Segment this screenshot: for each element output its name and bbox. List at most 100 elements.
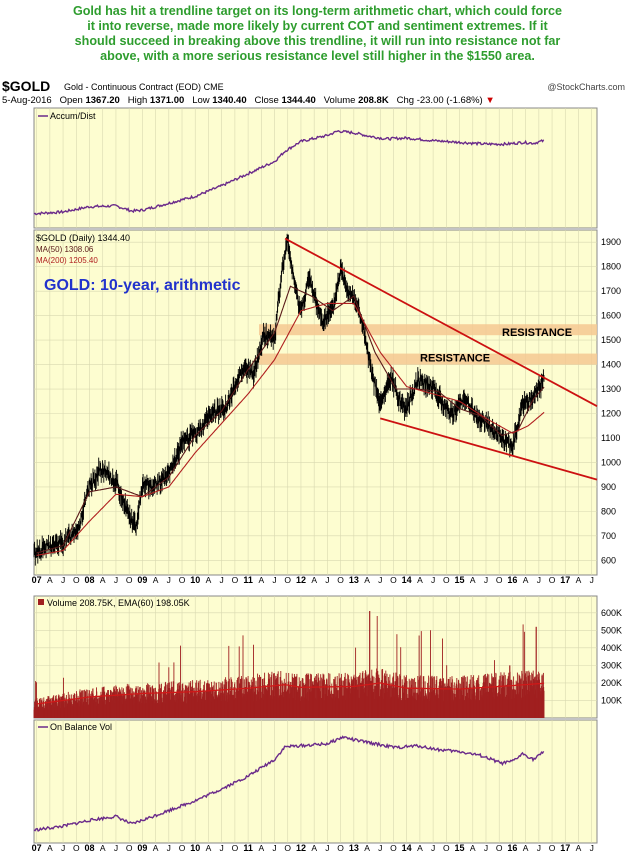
caption-line: Gold has hit a trendline target on its l… [72, 4, 563, 18]
trendline [380, 417, 598, 481]
chart-header: $GOLD Gold - Continuous Contract (EOD) C… [0, 78, 635, 108]
y-tick-label: 400K [601, 643, 622, 653]
x-tick-label: O [549, 575, 556, 585]
resistance-label: RESISTANCE [502, 327, 572, 339]
y-tick-label: 900 [601, 482, 616, 492]
y-tick-label: 700 [601, 531, 616, 541]
y-tick-label: 1200 [601, 409, 621, 419]
ma50-line [36, 285, 545, 554]
y-tick-label: 800 [601, 506, 616, 516]
x-tick-label: 12 [296, 575, 306, 585]
x-tick-label: A [258, 843, 264, 853]
y-tick-label: 1100 [601, 433, 620, 443]
x-tick-label: O [232, 843, 239, 853]
x-tick-label: O [443, 575, 450, 585]
x-tick-label: 17 [560, 843, 570, 853]
x-tick-label: 13 [349, 575, 359, 585]
x-tick-label: A [576, 843, 582, 853]
obv-panel [33, 719, 598, 844]
trendline [284, 237, 598, 407]
x-tick-label: J [220, 575, 224, 585]
x-tick-label: J [484, 843, 488, 853]
x-tick-label: O [390, 843, 397, 853]
x-tick-label: 15 [455, 843, 465, 853]
x-tick-label: A [417, 575, 423, 585]
close-label: Close [254, 95, 279, 106]
x-tick-label: J [61, 575, 65, 585]
x-tick-label: J [272, 843, 276, 853]
x-tick-label: A [523, 575, 529, 585]
resistance-band [259, 353, 597, 365]
price-close-line [33, 238, 545, 557]
caption-line: should succeed in breaking above this tr… [74, 34, 561, 48]
ma50-legend: MA(50) 1308.06 [36, 245, 94, 254]
x-tick-label: O [390, 575, 397, 585]
quote-date: 5-Aug-2016 [2, 95, 52, 106]
ma200-legend: MA(200) 1205.40 [36, 256, 98, 265]
y-tick-label: 600 [601, 555, 616, 565]
ma200-line [36, 302, 545, 556]
x-tick-label: 12 [296, 843, 306, 853]
chg-value: -23.00 (-1.68%) [416, 95, 483, 106]
down-arrow-icon: ▼ [485, 95, 495, 106]
y-tick-label: 1900 [601, 237, 621, 247]
x-tick-label: A [258, 575, 264, 585]
x-tick-label: 14 [402, 843, 412, 853]
volume-value: 208.8K [358, 95, 389, 106]
chart-caption: Gold has hit a trendline target on its l… [8, 4, 627, 64]
x-tick-label: A [470, 843, 476, 853]
y-tick-label: 1700 [601, 286, 621, 296]
open-value: 1367.20 [85, 95, 120, 106]
x-tick-label: J [167, 575, 171, 585]
low-value: 1340.40 [212, 95, 247, 106]
x-tick-label: O [232, 575, 239, 585]
y-tick-label: 1600 [601, 311, 621, 321]
x-tick-label: A [206, 843, 212, 853]
caption-line: it into reverse, made more likely by cur… [87, 19, 548, 33]
x-tick-label: J [537, 575, 541, 585]
x-tick-label: A [523, 843, 529, 853]
volume-legend: Volume 208.75K, EMA(60) 198.05K [47, 598, 190, 608]
volume-label: Volume [323, 95, 356, 106]
x-tick-label: 15 [455, 575, 465, 585]
x-tick-label: A [470, 575, 476, 585]
x-tick-label: O [179, 843, 186, 853]
x-tick-label: 14 [402, 575, 412, 585]
y-tick-label: 1800 [601, 262, 621, 272]
volume-ema-line [36, 682, 545, 705]
x-tick-label: J [272, 575, 276, 585]
chart-title: GOLD: 10-year, arithmetic [44, 277, 241, 294]
resistance-band [259, 324, 597, 336]
caption-line: above, with a more serious resistance le… [100, 49, 535, 63]
y-tick-label: 1300 [601, 384, 621, 394]
x-tick-label: J [114, 575, 118, 585]
x-tick-label: O [496, 575, 503, 585]
x-tick-label: A [576, 575, 582, 585]
x-tick-label: 08 [84, 575, 94, 585]
exchange-name: CME [203, 82, 224, 92]
y-tick-label: 1400 [601, 360, 621, 370]
x-tick-label: J [325, 575, 329, 585]
high-value: 1371.00 [149, 95, 185, 106]
x-tick-label: O [73, 843, 80, 853]
y-tick-label: 1000 [601, 457, 621, 467]
x-tick-label: 11 [243, 575, 253, 585]
x-tick-label: O [284, 843, 291, 853]
x-tick-label: O [179, 575, 186, 585]
x-tick-label: 17 [560, 575, 570, 585]
x-tick-label: 16 [507, 843, 517, 853]
x-tick-label: O [337, 843, 344, 853]
close-value: 1344.40 [281, 95, 316, 106]
contract-name: Gold - Continuous Contract (EOD) [64, 82, 202, 92]
x-tick-label: O [337, 575, 344, 585]
symbol-description: Gold - Continuous Contract (EOD) CME [64, 82, 224, 92]
x-tick-label: J [220, 843, 224, 853]
x-tick-label: A [364, 843, 370, 853]
x-tick-label: J [114, 843, 118, 853]
x-tick-label: 10 [190, 575, 200, 585]
x-tick-label: A [364, 575, 370, 585]
low-label: Low [192, 95, 210, 106]
x-tick-label: 11 [243, 843, 253, 853]
accum-dist-legend: Accum/Dist [50, 111, 96, 121]
